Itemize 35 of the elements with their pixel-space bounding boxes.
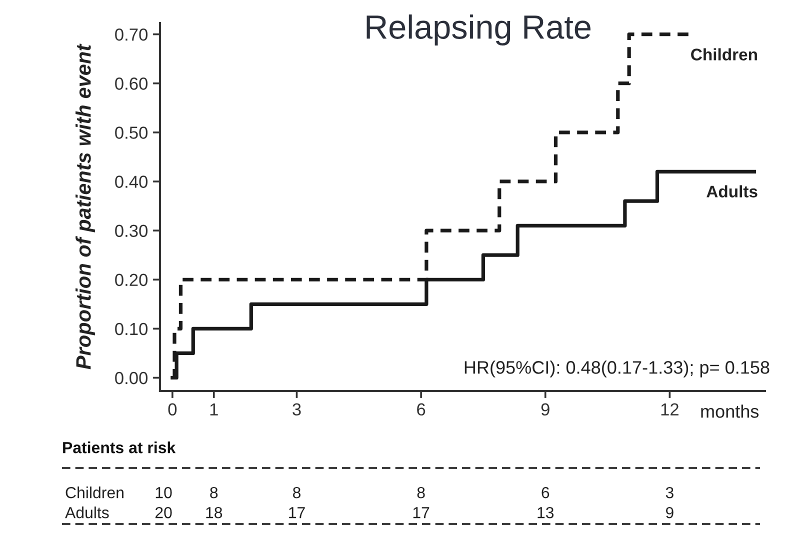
x-tick-label: 3 [292, 403, 301, 416]
x-tick-label: 9 [541, 403, 550, 416]
x-tick-label: 1 [210, 403, 218, 416]
x-axis-title: months [701, 404, 759, 418]
text: 17 [289, 507, 305, 518]
y-tick-label: 0.10 [115, 322, 148, 336]
text: 13 [538, 506, 554, 518]
y-tick-label: 0.50 [115, 126, 148, 139]
text: 8 [210, 486, 218, 498]
series-label: Children [691, 48, 757, 60]
text: 20 [155, 506, 172, 518]
x-tick-label: 0 [168, 403, 177, 416]
x-tick-label: 6 [417, 403, 426, 416]
text: Adults [65, 506, 109, 518]
series-label: Adults [706, 185, 758, 198]
x-tick-label: 12 [661, 403, 678, 416]
text: Children [66, 486, 124, 498]
y-tick-label: 0.40 [115, 176, 148, 188]
text: 6 [542, 486, 550, 498]
text: 18 [206, 506, 222, 518]
text: 10 [156, 486, 172, 498]
annotation: HR(95%CI): 0.48(0.17-1.33); p= 0.158 [464, 360, 770, 378]
y-tick-label: 0.30 [115, 224, 148, 238]
text: 8 [293, 486, 300, 498]
text: 9 [666, 506, 674, 518]
y-tick-label: 0.20 [115, 274, 148, 286]
y-tick-label: 0.00 [115, 372, 148, 384]
y-axis-title: Proportion of patients with event [76, 44, 95, 370]
text: 3 [666, 486, 674, 498]
y-tick-label: 0.60 [115, 78, 148, 90]
text: 8 [417, 486, 425, 498]
text: 17 [413, 507, 430, 518]
text: Patients at risk [63, 442, 176, 454]
y-tick-label: 0.70 [115, 28, 148, 41]
chart-title: Relapsing Rate [366, 14, 590, 46]
